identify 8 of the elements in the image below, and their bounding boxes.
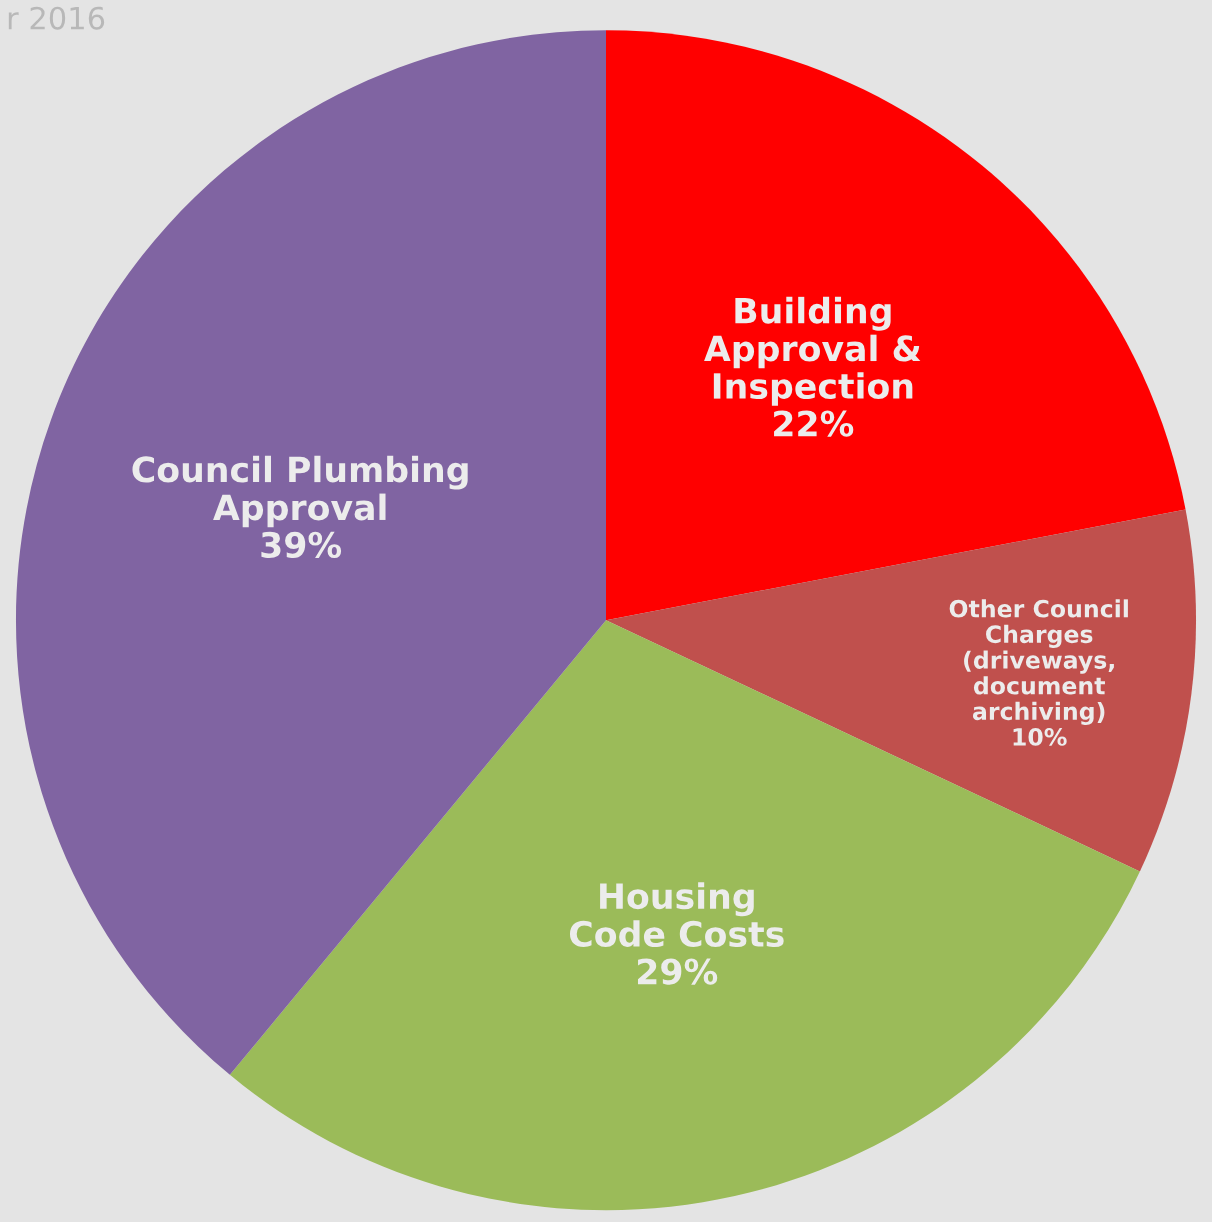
data-label: 10%	[1013, 728, 1067, 746]
data-label: 22%	[774, 410, 854, 437]
slice-label: Housing Code Costs	[569, 882, 784, 948]
data-label: 39%	[261, 531, 342, 559]
slice-label: Building Approval & Inspection	[704, 296, 921, 406]
data-label: 29%	[637, 958, 718, 985]
slice-label: Other Council Charges (driveways, document archiving)	[949, 599, 1128, 725]
slice-label: Council Plumbing Approval	[132, 455, 468, 528]
